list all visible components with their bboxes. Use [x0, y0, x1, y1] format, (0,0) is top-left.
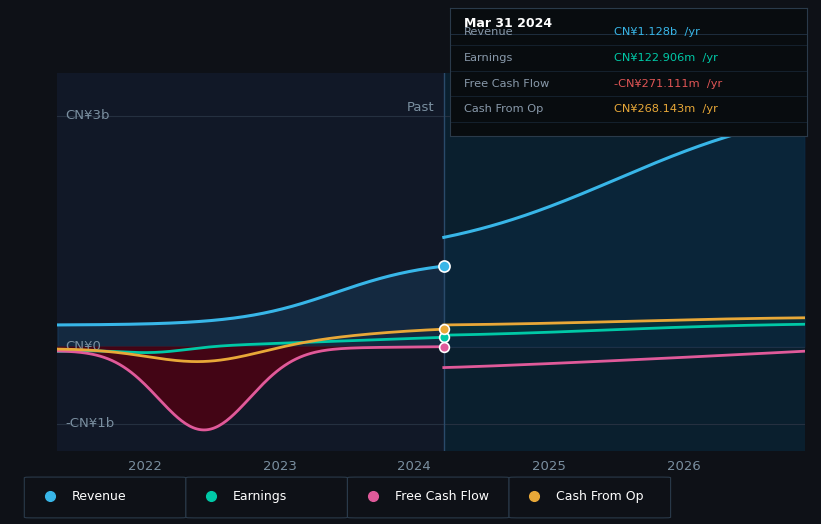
Text: -CN¥271.111m  /yr: -CN¥271.111m /yr	[614, 79, 722, 89]
Text: Analysts Forecasts: Analysts Forecasts	[452, 101, 576, 114]
FancyBboxPatch shape	[509, 477, 671, 518]
Text: Earnings: Earnings	[464, 53, 514, 63]
Text: Free Cash Flow: Free Cash Flow	[395, 490, 488, 503]
Text: -CN¥1b: -CN¥1b	[65, 417, 114, 430]
Text: Free Cash Flow: Free Cash Flow	[464, 79, 549, 89]
Text: CN¥3b: CN¥3b	[65, 109, 109, 122]
Text: Revenue: Revenue	[71, 490, 126, 503]
Text: CN¥0: CN¥0	[65, 340, 101, 353]
Text: Cash From Op: Cash From Op	[464, 104, 544, 114]
Text: Earnings: Earnings	[233, 490, 287, 503]
Text: Past: Past	[407, 101, 435, 114]
Text: Revenue: Revenue	[464, 27, 514, 37]
FancyBboxPatch shape	[186, 477, 347, 518]
FancyBboxPatch shape	[347, 477, 509, 518]
Bar	[444, 73, 805, 451]
Text: CN¥122.906m  /yr: CN¥122.906m /yr	[614, 53, 718, 63]
Bar	[57, 73, 444, 451]
FancyBboxPatch shape	[25, 477, 186, 518]
Text: Mar 31 2024: Mar 31 2024	[464, 17, 553, 30]
Text: CN¥1.128b  /yr: CN¥1.128b /yr	[614, 27, 700, 37]
Text: Cash From Op: Cash From Op	[557, 490, 644, 503]
Text: CN¥268.143m  /yr: CN¥268.143m /yr	[614, 104, 718, 114]
